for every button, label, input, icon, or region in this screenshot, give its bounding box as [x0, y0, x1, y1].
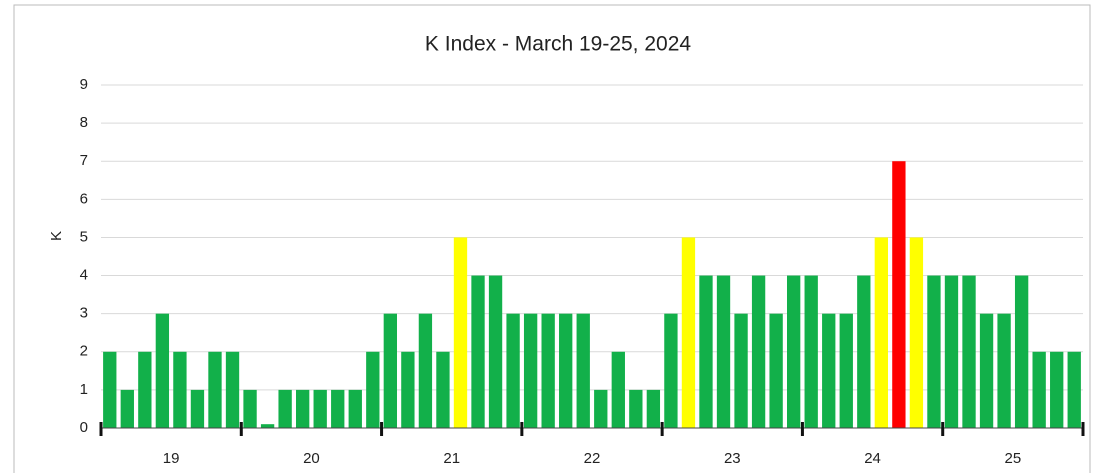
bar: [331, 389, 345, 428]
y-tick-label: 5: [80, 228, 88, 245]
x-tick-label: 25: [1005, 450, 1022, 467]
bar: [488, 275, 503, 428]
bar: [103, 351, 117, 428]
x-tick-label: 19: [163, 450, 180, 467]
bar: [138, 351, 152, 428]
bar: [120, 389, 134, 428]
y-tick-label: 1: [80, 381, 88, 398]
bar: [541, 313, 555, 428]
bar: [944, 275, 959, 428]
y-tick-label: 8: [80, 114, 88, 131]
bar: [681, 237, 696, 428]
x-tick-label: 22: [584, 450, 601, 467]
bar: [962, 275, 976, 428]
bar: [436, 351, 450, 428]
bar: [190, 389, 205, 428]
bar: [155, 313, 170, 428]
bar: [1050, 351, 1064, 428]
bar: [664, 313, 678, 428]
x-tick-label: 23: [724, 450, 741, 467]
bar: [822, 313, 836, 428]
bar: [594, 389, 608, 428]
bar: [629, 389, 643, 428]
bar: [1067, 351, 1081, 428]
bar: [348, 389, 362, 428]
bar: [716, 275, 731, 428]
bar: [523, 313, 538, 428]
bar: [751, 275, 766, 428]
bar: [225, 351, 240, 428]
bar: [576, 313, 590, 428]
bar: [786, 275, 801, 428]
bar: [559, 313, 573, 428]
bar: [1032, 351, 1046, 428]
bar: [892, 161, 906, 428]
bar: [927, 275, 941, 428]
bar: [208, 351, 222, 428]
bar: [453, 237, 468, 428]
bar: [804, 275, 818, 428]
bar: [646, 389, 661, 428]
y-tick-label: 9: [80, 76, 88, 93]
y-tick-label: 6: [80, 190, 88, 207]
bar: [260, 424, 275, 428]
y-tick-label: 3: [80, 305, 88, 322]
bar: [997, 313, 1011, 428]
bar: [173, 351, 187, 428]
bar: [769, 313, 783, 428]
chart-title: K Index - March 19-25, 2024: [425, 33, 691, 56]
y-tick-label: 4: [80, 267, 88, 284]
bar: [1014, 275, 1029, 428]
y-tick-label: 2: [80, 343, 88, 360]
bar: [366, 351, 380, 428]
bar: [734, 313, 748, 428]
bar: [313, 389, 327, 428]
bar: [979, 313, 994, 428]
y-tick-label: 0: [80, 419, 88, 436]
bar: [909, 237, 924, 428]
y-axis-label: K: [48, 231, 65, 241]
y-tick-label: 7: [80, 152, 88, 169]
x-tick-label: 24: [864, 450, 881, 467]
bar: [383, 313, 398, 428]
bar: [839, 313, 853, 428]
bar: [295, 389, 310, 428]
bar: [506, 313, 520, 428]
x-tick-label: 21: [443, 450, 460, 467]
bar: [857, 275, 871, 428]
bar: [874, 237, 889, 428]
bar: [278, 389, 292, 428]
bar: [401, 351, 415, 428]
bar: [471, 275, 485, 428]
bar: [611, 351, 625, 428]
x-tick-label: 20: [303, 450, 320, 467]
bar: [418, 313, 433, 428]
bar: [243, 389, 257, 428]
bar: [699, 275, 713, 428]
